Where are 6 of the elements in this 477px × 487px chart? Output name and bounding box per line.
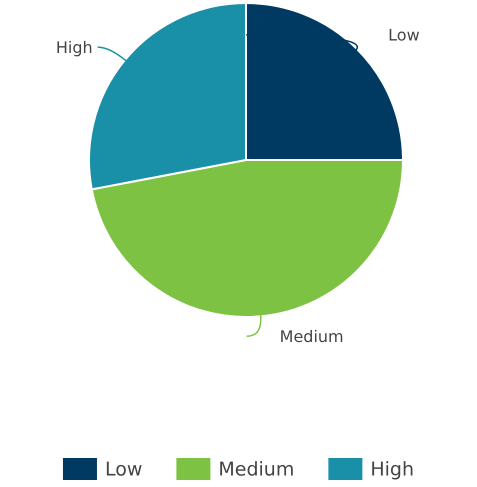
legend-label: Medium <box>280 326 344 346</box>
category-label: Medium <box>218 458 294 481</box>
legend-label: Low <box>104 458 142 481</box>
legend-label: High <box>370 458 414 481</box>
slice-label: Low <box>388 25 420 44</box>
slice-label: High <box>56 38 93 57</box>
